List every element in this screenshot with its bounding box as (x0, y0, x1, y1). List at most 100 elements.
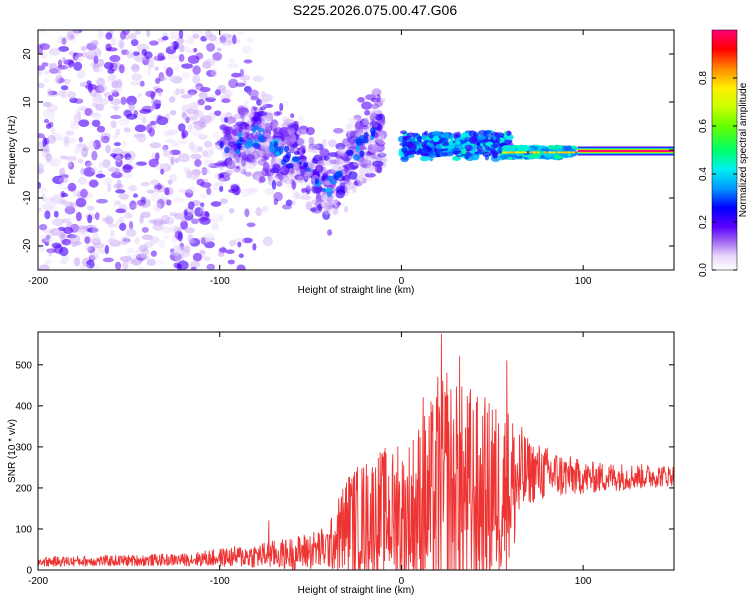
heatmap-cell (354, 121, 364, 131)
heatmap-cell (348, 117, 359, 124)
heatmap-cell (201, 150, 209, 157)
heatmap-cell (419, 155, 430, 162)
heatmap-cell (361, 177, 367, 184)
heatmap-cell (85, 161, 95, 168)
heatmap-cell (246, 125, 254, 131)
heatmap-cell (89, 112, 101, 118)
heatmap-cell (237, 131, 243, 139)
heatmap-plot (38, 30, 674, 270)
heatmap-cell (292, 156, 300, 162)
heatmap-cell (157, 89, 163, 97)
heatmap-cell (358, 175, 364, 183)
heatmap-cell (187, 186, 196, 194)
heatmap-cell (315, 164, 322, 172)
heatmap-cell (200, 237, 207, 245)
heatmap-cell (38, 70, 43, 76)
heatmap-cell (327, 196, 334, 207)
heatmap-cell (170, 156, 175, 165)
heatmap-cell (84, 244, 92, 252)
heatmap-cell (173, 212, 186, 220)
heatmap-cell (283, 145, 290, 153)
heatmap-cell (307, 171, 314, 177)
heatmap-cell (204, 105, 212, 111)
heatmap-cell (72, 52, 79, 61)
heatmap-cell (154, 184, 163, 190)
heatmap-cell (262, 236, 274, 247)
heatmap-cell (360, 159, 372, 169)
heatmap-cell (116, 179, 122, 189)
heatmap-cell (229, 57, 235, 64)
heatmap-cell (169, 252, 182, 262)
heatmap-cell (273, 127, 278, 136)
heatmap-cell (141, 55, 150, 66)
heatmap-cell (134, 30, 141, 35)
heatmap-cell (332, 200, 339, 207)
heatmap-cell (156, 198, 165, 209)
heatmap-cell (194, 207, 204, 217)
heatmap-cell (130, 203, 138, 209)
heatmap-cell (48, 47, 61, 56)
heatmap-cell (322, 200, 328, 209)
heatmap-cell (86, 54, 96, 60)
heatmap-cell (222, 126, 231, 136)
heatmap-cell (215, 39, 222, 45)
heatmap-cell (290, 113, 295, 119)
heatmap-cell (377, 152, 387, 158)
heatmap-cell (260, 106, 266, 111)
heatmap-cell (371, 109, 383, 115)
heatmap-cell (358, 166, 369, 177)
heatmap-cell (123, 109, 132, 118)
heatmap-cell (238, 136, 245, 143)
heatmap-cell (283, 118, 295, 126)
colorbar-tick-label: 0.2 (698, 215, 709, 229)
heatmap-cell (476, 145, 483, 151)
heatmap-cell (88, 140, 96, 151)
heatmap-cell (188, 123, 193, 133)
heatmap-cell (376, 109, 382, 114)
heatmap-cell (92, 40, 99, 47)
heatmap-cell (201, 168, 211, 175)
heatmap-cell (48, 248, 53, 257)
heatmap-cell (87, 214, 93, 224)
heatmap-cell (186, 108, 197, 115)
heatmap-cell (352, 160, 361, 167)
heatmap-cell (354, 178, 360, 186)
heatmap-cell (188, 115, 198, 121)
heatmap-cell (152, 99, 162, 110)
heatmap-cell (169, 250, 182, 256)
heatmap-cell (236, 142, 242, 150)
heatmap-cell (564, 151, 569, 154)
heatmap-cell (200, 115, 212, 124)
heatmap-cell (185, 116, 190, 124)
heatmap-cell (484, 146, 491, 150)
heatmap-cell (107, 68, 115, 74)
heatmap-cell (180, 94, 193, 99)
heatmap-cell (114, 167, 121, 175)
snr-x-tick-label: 100 (575, 576, 592, 587)
heatmap-cell (61, 37, 67, 45)
heatmap-cell (452, 150, 461, 155)
heatmap-cell (547, 144, 555, 150)
heatmap-cell (187, 55, 200, 64)
heatmap-cell (91, 96, 102, 106)
heatmap-cell (75, 53, 83, 63)
heatmap-cell (400, 130, 407, 135)
heatmap-cell (118, 216, 125, 224)
heatmap-cell (299, 195, 312, 201)
heatmap-cell (137, 93, 142, 98)
heatmap-cell (206, 187, 212, 196)
heatmap-cell (139, 80, 145, 87)
heatmap-cell (130, 258, 142, 266)
heatmap-cell (184, 245, 191, 253)
heatmap-cell (150, 179, 159, 186)
heatmap-cell (200, 202, 205, 208)
heatmap-cell (145, 90, 157, 98)
heatmap-cell (219, 185, 224, 192)
heatmap-cell (115, 158, 123, 168)
heatmap-cell (67, 182, 77, 192)
heatmap-cell (187, 233, 193, 243)
heatmap-cell (311, 157, 319, 164)
heatmap-cell (263, 153, 270, 161)
heatmap-cell (238, 253, 244, 259)
chart-title: S225.2026.075.00.47.G06 (292, 2, 458, 18)
